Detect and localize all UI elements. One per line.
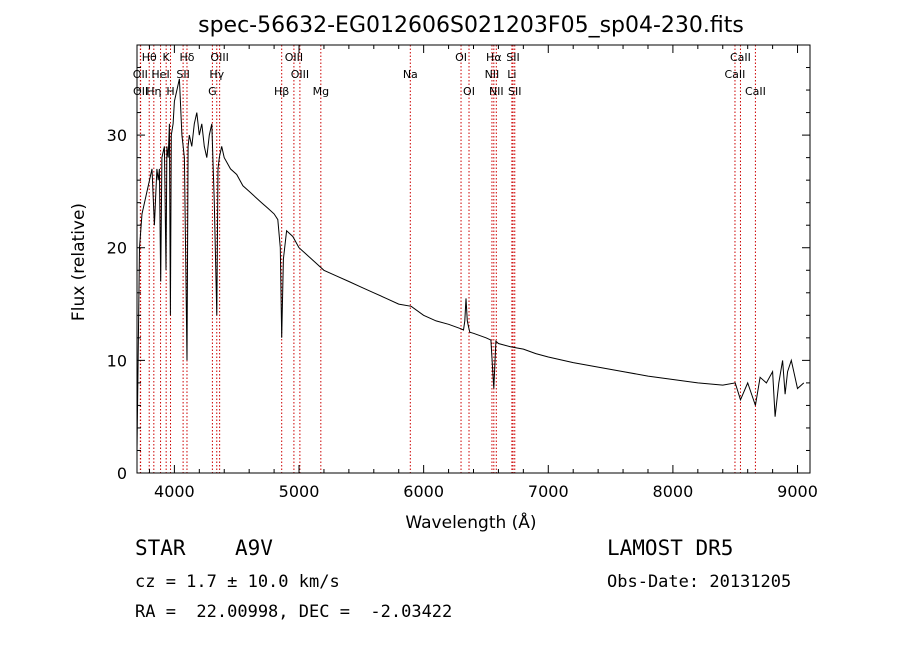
- x-tick-label: 6000: [403, 482, 444, 501]
- y-axis-label: Flux (relative): [69, 203, 89, 321]
- line-marker-label: HeI: [151, 68, 169, 81]
- x-tick-label: 7000: [528, 482, 569, 501]
- y-tick-label: 0: [117, 464, 127, 483]
- x-tick-label: 5000: [279, 482, 320, 501]
- line-marker-label: CaII: [725, 68, 746, 81]
- x-axis-label: Wavelength (Å): [405, 511, 536, 533]
- line-marker-label: OI: [455, 51, 467, 64]
- object-subclass: A9V: [235, 536, 273, 560]
- line-marker-label: SII: [506, 51, 519, 64]
- line-marker-label: Hθ: [142, 51, 157, 64]
- line-markers: [139, 45, 756, 473]
- line-marker-label: Na: [403, 68, 418, 81]
- line-marker-label: Hβ: [274, 85, 289, 98]
- line-marker-label: NII: [485, 68, 500, 81]
- line-marker-label: Hη: [146, 85, 161, 98]
- redshift-cz: cz = 1.7 ± 10.0 km/s: [135, 572, 340, 592]
- ra-dec-coordinates: RA = 22.00998, DEC = -2.03422: [135, 602, 453, 622]
- line-marker-label: K: [163, 51, 171, 64]
- x-tick-label: 8000: [653, 482, 694, 501]
- plot-frame: [136, 44, 811, 474]
- y-tick-label: 20: [107, 239, 127, 258]
- line-marker-label: OIII: [210, 51, 228, 64]
- line-marker-label: NII: [489, 85, 504, 98]
- line-marker-label: OIII: [285, 51, 303, 64]
- line-marker-label: SII: [176, 68, 189, 81]
- line-marker-label: CaII: [745, 85, 766, 98]
- y-tick-label: 30: [107, 126, 127, 145]
- survey-name: LAMOST DR5: [607, 536, 734, 560]
- line-marker-label: Hγ: [209, 68, 224, 81]
- line-marker-label: OIII: [291, 68, 309, 81]
- observation-date: Obs-Date: 20131205: [607, 572, 792, 592]
- x-tick-label: 4000: [154, 482, 195, 501]
- x-axis-ticks: 4000 5000 6000 7000 8000 9000: [148, 45, 818, 501]
- line-marker-label: H: [166, 85, 174, 98]
- y-axis-ticks: 0 10 20 30: [107, 67, 810, 483]
- line-marker-label: Li: [507, 68, 516, 81]
- x-tick-label: 9000: [777, 482, 818, 501]
- y-tick-label: 10: [107, 351, 127, 370]
- line-marker-label: CaII: [730, 51, 751, 64]
- object-type: STAR: [135, 536, 186, 560]
- chart-title: spec-56632-EG012606S021203F05_sp04-230.f…: [198, 13, 744, 38]
- line-marker-label: SII: [508, 85, 521, 98]
- line-marker-label: Hδ: [179, 51, 194, 64]
- line-marker-label: Hα: [486, 51, 502, 64]
- line-marker-label: OI: [463, 85, 475, 98]
- line-marker-label: Mg: [313, 85, 329, 98]
- line-marker-label: OII: [133, 68, 148, 81]
- line-marker-label: G: [208, 85, 217, 98]
- spectrum-line: [136, 78, 805, 451]
